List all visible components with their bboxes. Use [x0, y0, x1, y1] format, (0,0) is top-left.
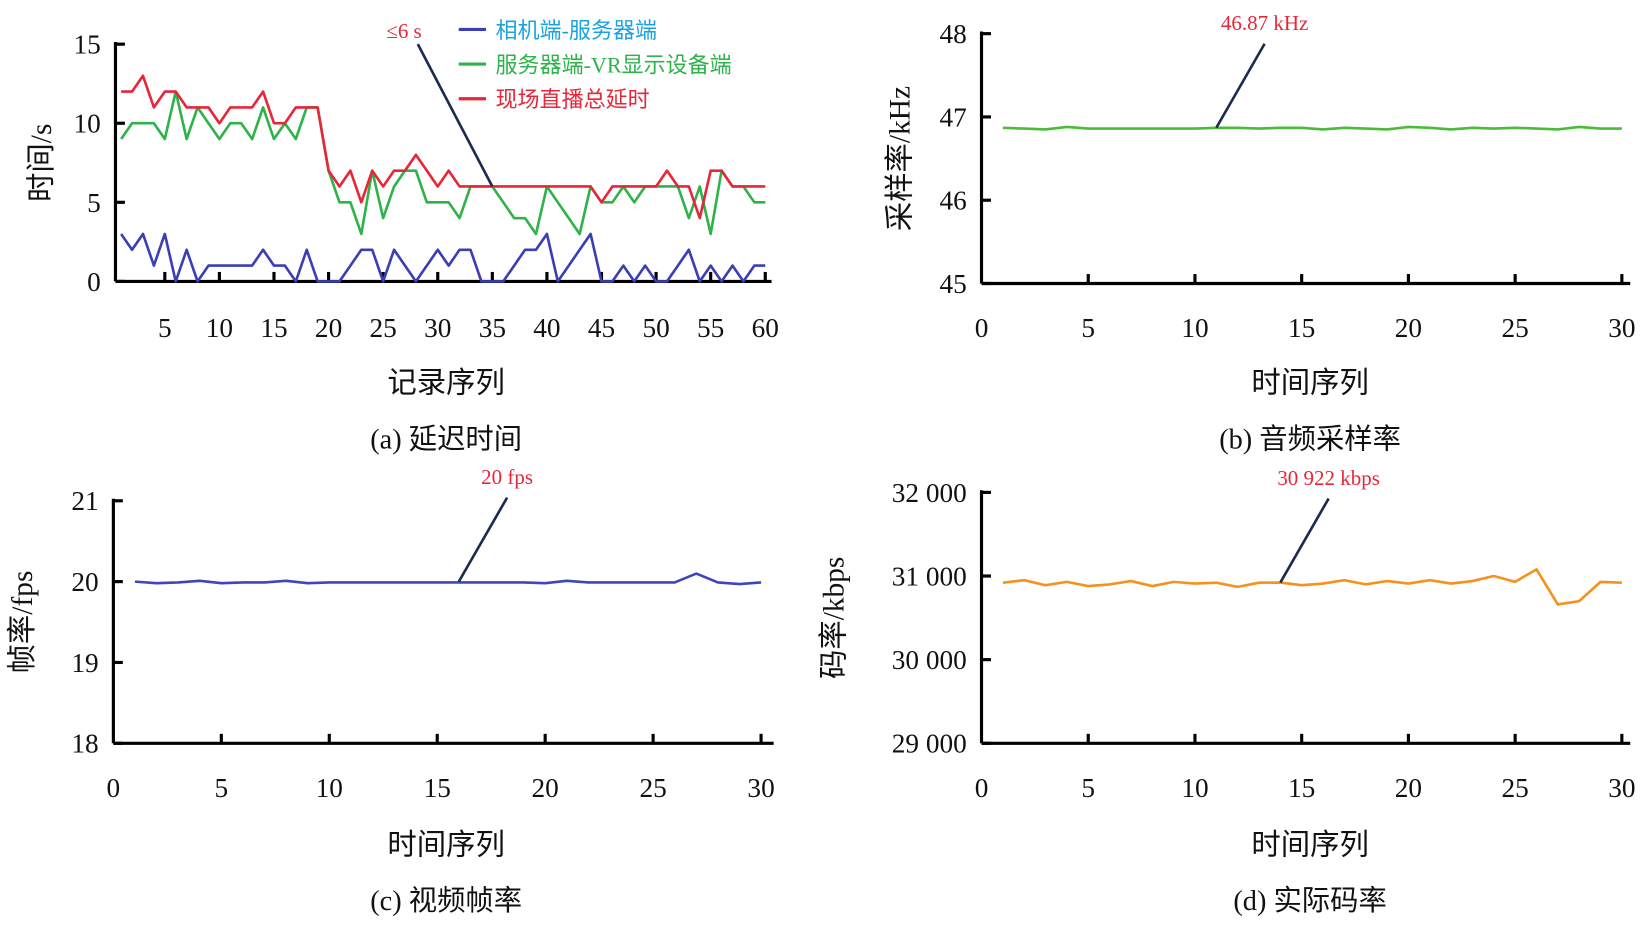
- y-tick-label: 31 000: [892, 561, 967, 591]
- x-tick-label: 5: [1081, 313, 1095, 343]
- x-tick-label: 10: [1181, 773, 1208, 803]
- x-tick-label: 10: [316, 773, 343, 803]
- x-tick-label: 20: [315, 313, 342, 343]
- x-tick-label: 10: [1181, 313, 1208, 343]
- y-tick-label: 19: [71, 648, 98, 678]
- x-axis-label: 时间序列: [387, 829, 505, 862]
- x-tick-label: 30: [1608, 313, 1635, 343]
- x-tick-label: 20: [532, 773, 559, 803]
- annotation-leader: [1215, 43, 1266, 129]
- chart-caption: (c) 视频帧率: [370, 885, 522, 917]
- x-tick-label: 5: [215, 773, 229, 803]
- y-tick-label: 45: [940, 269, 967, 299]
- x-tick-label: 25: [370, 313, 397, 343]
- x-tick-label: 35: [479, 313, 506, 343]
- annotation-label: 30 922 kbps: [1277, 466, 1380, 490]
- x-tick-label: 0: [975, 313, 989, 343]
- legend-label: 服务器端-VR显示设备端: [495, 52, 731, 77]
- y-tick-label: 21: [71, 486, 98, 516]
- legend-label: 相机端-服务器端: [495, 18, 657, 43]
- chart-a: 0 5 10 15 5 10 15 20 25 30 35 40 45 50 55 60 记录序列 时间/s (a)…: [25, 18, 779, 455]
- x-tick-label: 20: [1395, 313, 1422, 343]
- x-tick-label: 55: [697, 313, 724, 343]
- chart-b: 45 46 47 48 0 5 10 15 20 25 30 时间序列 采样率/kHz (b) 音频采样率…: [884, 11, 1636, 455]
- series-line-0: [134, 572, 762, 586]
- y-tick-label: 29 000: [892, 729, 967, 759]
- y-tick-label: 0: [87, 267, 101, 297]
- chart-caption: (d) 实际码率: [1233, 885, 1386, 917]
- x-axis-label: 时间序列: [1251, 829, 1369, 862]
- y-tick-label: 10: [73, 109, 100, 139]
- annotation-label: ≤6 s: [386, 19, 421, 43]
- x-tick-label: 0: [975, 773, 989, 803]
- y-tick-label: 32 000: [892, 478, 967, 508]
- x-tick-label: 0: [107, 773, 121, 803]
- y-axis-label: 时间/s: [25, 124, 58, 202]
- series-line-0: [1002, 125, 1622, 131]
- x-tick-label: 50: [642, 313, 669, 343]
- y-tick-label: 18: [71, 729, 98, 759]
- y-axis-label: 采样率/kHz: [884, 86, 917, 231]
- y-tick-label: 15: [73, 30, 100, 60]
- chart-caption: (b) 音频采样率: [1219, 423, 1401, 455]
- x-tick-label: 60: [752, 313, 779, 343]
- x-tick-label: 10: [206, 313, 233, 343]
- series-line-1: [120, 90, 766, 236]
- chart-caption: (a) 延迟时间: [370, 423, 522, 455]
- y-tick-label: 5: [87, 188, 101, 218]
- series-line-2: [121, 74, 766, 220]
- x-tick-label: 25: [1501, 773, 1528, 803]
- x-axis-label: 记录序列: [387, 367, 505, 400]
- x-tick-label: 25: [639, 773, 666, 803]
- legend-label: 现场直播总延时: [495, 87, 649, 112]
- x-tick-label: 15: [1288, 773, 1315, 803]
- annotation-leader: [1279, 497, 1330, 584]
- x-tick-label: 5: [1081, 773, 1095, 803]
- x-tick-label: 5: [158, 313, 172, 343]
- x-tick-label: 30: [747, 773, 774, 803]
- series-line-0: [1002, 568, 1622, 606]
- series-line-0: [120, 232, 766, 283]
- y-tick-label: 48: [940, 19, 967, 49]
- y-tick-label: 30 000: [892, 645, 967, 675]
- y-axis-label: 帧率/fps: [6, 571, 39, 674]
- x-tick-label: 15: [1288, 313, 1315, 343]
- x-tick-label: 15: [424, 773, 451, 803]
- chart-d: 29 000 30 000 31 000 32 000 0 5 10 15 20 25 30 时间序列…: [818, 466, 1636, 917]
- x-tick-label: 20: [1395, 773, 1422, 803]
- annotation-leader: [457, 496, 509, 583]
- annotation-label: 46.87 kHz: [1221, 11, 1308, 35]
- x-tick-label: 30: [424, 313, 451, 343]
- annotation-label: 20 fps: [481, 465, 533, 489]
- x-tick-label: 45: [588, 313, 615, 343]
- chart-c: 18 19 20 21 0 5 10 15 20 25 30 时间序列 帧率/fps (c) 视频帧率 20…: [6, 465, 775, 917]
- y-tick-label: 46: [940, 186, 967, 216]
- x-tick-label: 25: [1501, 313, 1528, 343]
- y-axis-label: 码率/kbps: [818, 557, 851, 679]
- x-tick-label: 15: [260, 313, 287, 343]
- x-axis-label: 时间序列: [1251, 367, 1369, 400]
- x-tick-label: 40: [533, 313, 560, 343]
- y-tick-label: 20: [71, 567, 98, 597]
- annotation-leader: [416, 43, 494, 188]
- y-tick-label: 47: [940, 102, 967, 132]
- x-tick-label: 30: [1608, 773, 1635, 803]
